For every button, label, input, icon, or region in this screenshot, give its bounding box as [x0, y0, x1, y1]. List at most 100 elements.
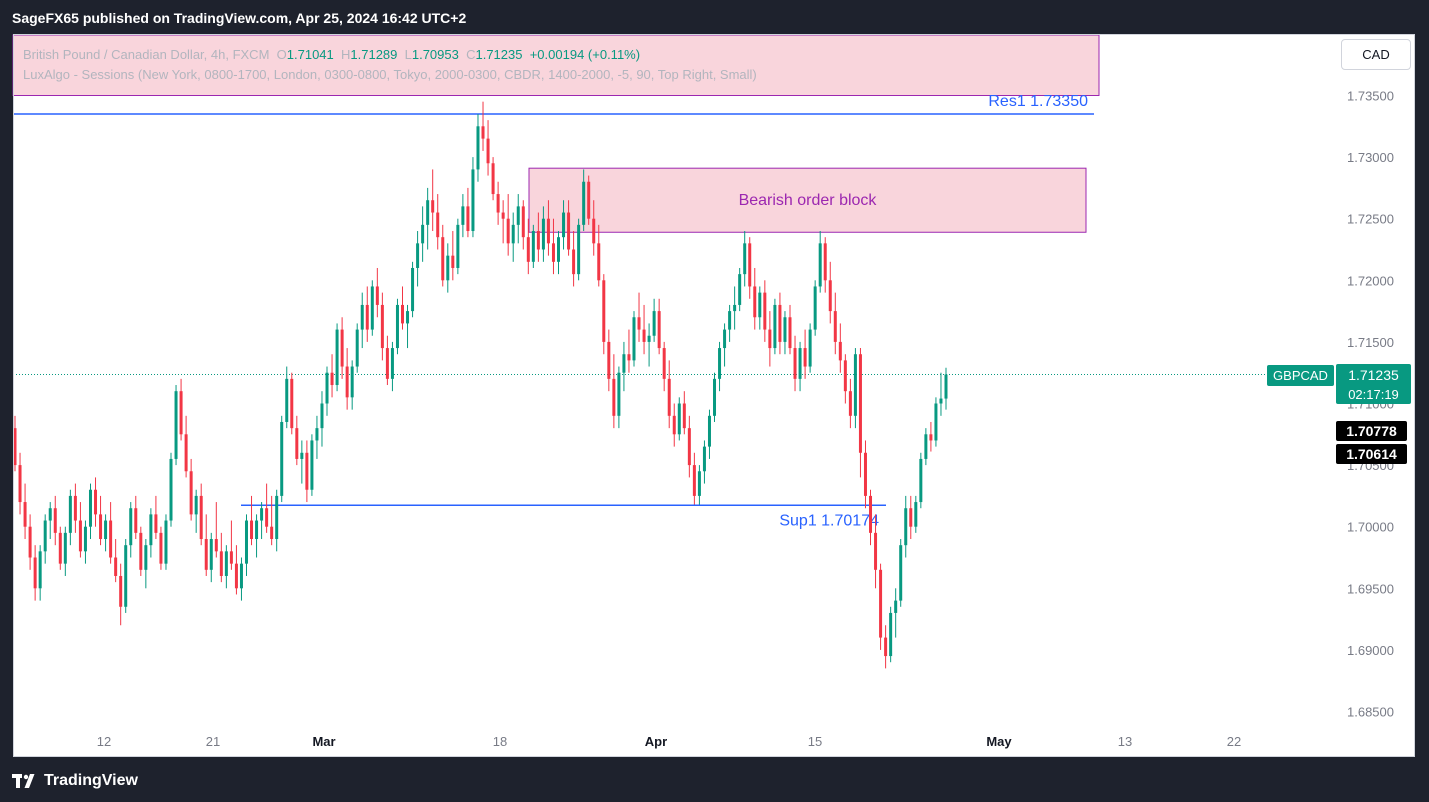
candle: [33, 545, 37, 601]
candle: [587, 175, 591, 225]
candle: [194, 489, 198, 533]
candle: [330, 354, 334, 398]
time-tick-label: 18: [493, 734, 507, 749]
candle: [154, 495, 158, 540]
candle: [169, 452, 173, 527]
currency-button[interactable]: CAD: [1341, 39, 1411, 70]
time-tick-label: 15: [808, 734, 822, 749]
candle: [763, 280, 767, 342]
candle: [582, 169, 586, 232]
bearish-order-block-label: Bearish order block: [739, 192, 878, 209]
candle: [416, 231, 420, 287]
price-marker: 1.70778: [1336, 421, 1407, 441]
candle: [229, 520, 233, 570]
candle: [53, 495, 57, 546]
candle: [486, 120, 490, 176]
candle: [431, 169, 435, 232]
candle: [456, 218, 460, 275]
resistance-label: Res1 1.73350: [988, 93, 1088, 110]
candle: [411, 261, 415, 318]
legend-open-value: 1.71041: [286, 47, 334, 62]
candle: [119, 563, 123, 626]
candle: [174, 385, 178, 466]
candle: [255, 514, 259, 558]
candle: [803, 329, 807, 379]
candle: [370, 280, 374, 336]
candle: [73, 483, 77, 533]
price-axis: 1.735001.730001.725001.720001.715001.710…: [1347, 89, 1394, 720]
candle: [400, 286, 404, 330]
candle: [567, 200, 571, 256]
candle: [874, 514, 878, 589]
candle: [798, 341, 802, 392]
candle: [521, 200, 525, 250]
candle: [68, 489, 72, 546]
candle: [285, 366, 289, 429]
candle: [858, 348, 862, 478]
candle: [204, 514, 208, 576]
candle: [808, 323, 812, 373]
time-tick-label: 21: [206, 734, 220, 749]
candle: [778, 292, 782, 355]
candle: [446, 243, 450, 293]
candle: [280, 415, 284, 503]
candle: [818, 231, 822, 293]
price-tick-label: 1.70000: [1347, 520, 1394, 535]
candle: [421, 206, 425, 262]
candle: [783, 311, 787, 355]
candle: [441, 224, 445, 287]
last-price-badge: GBPCAD 1.71235 02:17:19: [1267, 364, 1411, 404]
candle: [869, 489, 873, 546]
candle: [290, 372, 294, 435]
levels-layer: Res1 1.73350 Sup1 1.70174: [13, 93, 1094, 529]
candle: [758, 286, 762, 330]
candle: [199, 483, 203, 546]
candle: [713, 372, 717, 422]
candle: [300, 440, 304, 484]
candle: [909, 495, 913, 540]
candle: [234, 545, 238, 595]
candle: [602, 274, 606, 355]
candle: [516, 194, 520, 244]
candle: [667, 360, 671, 429]
legend-open-label: O: [276, 47, 287, 62]
candle: [265, 483, 269, 533]
candle: [904, 495, 908, 558]
legend-symbol: British Pound / Canadian Dollar, 4h, FXC…: [23, 47, 270, 62]
candle: [244, 514, 248, 576]
tradingview-logo-icon: [12, 774, 35, 788]
candle: [889, 606, 893, 663]
candle: [149, 508, 153, 558]
candle: [788, 304, 792, 355]
time-tick-label: Mar: [312, 734, 335, 749]
candle: [88, 483, 92, 540]
candle: [813, 280, 817, 336]
candle: [471, 157, 475, 238]
candle: [677, 397, 681, 441]
candle: [94, 477, 98, 527]
plot-frame: [13, 34, 1415, 757]
candle: [899, 539, 903, 607]
candle: [189, 458, 193, 521]
candle: [617, 366, 621, 429]
candle: [828, 261, 832, 324]
candle: [723, 323, 727, 367]
price-marker-label: 1.70778: [1346, 423, 1397, 439]
candle: [597, 224, 601, 287]
legend-change: +0.00194 (+0.11%): [529, 47, 641, 62]
candle: [501, 200, 505, 244]
time-tick-label: 22: [1227, 734, 1241, 749]
legend-indicator[interactable]: LuxAlgo - Sessions (New York, 0800-1700,…: [23, 67, 757, 82]
bearish-order-block-zone[interactable]: [528, 167, 1087, 233]
candle: [375, 267, 379, 318]
candle: [557, 231, 561, 275]
candle: [395, 298, 399, 355]
candle: [48, 502, 52, 540]
candle: [652, 298, 656, 342]
candle: [622, 341, 626, 392]
candle: [536, 212, 540, 262]
candle: [728, 304, 732, 342]
candle: [134, 495, 138, 540]
candle: [295, 415, 299, 466]
